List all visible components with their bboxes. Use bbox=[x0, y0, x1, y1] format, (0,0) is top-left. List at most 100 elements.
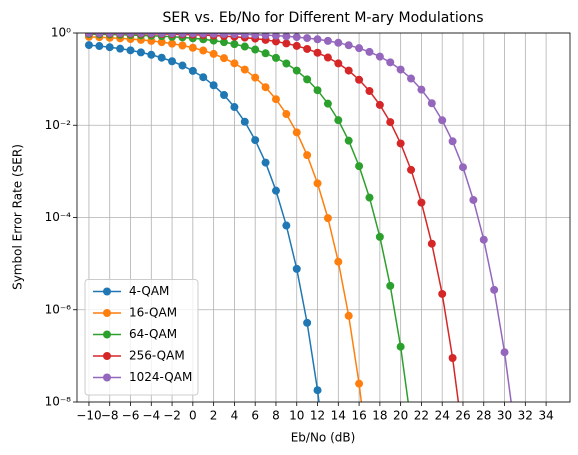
data-point bbox=[386, 118, 395, 127]
data-point bbox=[313, 48, 322, 57]
data-point bbox=[230, 103, 239, 112]
data-point bbox=[157, 33, 166, 38]
data-point bbox=[240, 33, 249, 39]
axes-frame bbox=[76, 32, 571, 403]
data-point bbox=[168, 33, 177, 38]
data-point bbox=[157, 53, 166, 62]
data-point bbox=[271, 95, 280, 104]
data-point bbox=[469, 195, 478, 204]
x-tick-label: 16 bbox=[351, 409, 366, 423]
data-point bbox=[438, 289, 447, 298]
data-point bbox=[459, 433, 467, 441]
data-point bbox=[407, 165, 416, 174]
data-point bbox=[282, 59, 291, 68]
y-tick-label: 10⁻⁶ bbox=[45, 302, 72, 316]
x-tick-label: −6 bbox=[122, 409, 140, 423]
data-point bbox=[448, 353, 457, 362]
data-point bbox=[448, 137, 457, 146]
x-tick-label: 24 bbox=[435, 409, 450, 423]
data-point bbox=[116, 33, 125, 38]
data-point bbox=[282, 39, 291, 48]
x-tick-label: −2 bbox=[163, 409, 181, 423]
data-point bbox=[147, 50, 156, 59]
x-tick-label: 28 bbox=[476, 409, 491, 423]
data-point bbox=[365, 47, 374, 56]
data-point bbox=[375, 232, 384, 241]
x-tick-label: 26 bbox=[455, 409, 470, 423]
series-line bbox=[88, 36, 363, 402]
y-tick-label: 10⁰ bbox=[51, 26, 71, 40]
data-point bbox=[396, 139, 405, 148]
x-tick-label: 0 bbox=[189, 409, 197, 423]
data-point bbox=[251, 73, 260, 82]
legend-swatch-marker bbox=[103, 287, 111, 296]
data-point bbox=[417, 85, 426, 94]
data-point bbox=[240, 117, 249, 126]
data-point bbox=[230, 40, 239, 49]
data-point bbox=[344, 136, 353, 145]
data-point bbox=[126, 33, 135, 38]
data-point bbox=[240, 42, 249, 51]
legend-label: 64-QAM bbox=[129, 327, 177, 341]
y-axis-label: Symbol Error Rate (SER) bbox=[11, 144, 25, 290]
x-axis-label: Eb/No (dB) bbox=[291, 431, 356, 445]
data-point bbox=[323, 36, 332, 45]
data-point bbox=[386, 58, 395, 67]
data-point bbox=[261, 158, 270, 167]
x-tick-label: −10 bbox=[76, 409, 101, 423]
data-point bbox=[168, 39, 177, 48]
data-point bbox=[292, 41, 301, 50]
legend-swatch-marker bbox=[103, 352, 111, 360]
legend-label: 256-QAM bbox=[129, 349, 185, 363]
data-point bbox=[344, 66, 353, 75]
data-point bbox=[355, 379, 364, 388]
y-tick-label: 10⁻⁴ bbox=[45, 210, 72, 224]
data-point bbox=[95, 33, 104, 38]
data-point bbox=[116, 44, 125, 53]
data-point bbox=[375, 100, 384, 109]
data-point bbox=[271, 37, 280, 46]
data-point bbox=[178, 33, 187, 38]
data-point bbox=[261, 83, 270, 92]
x-tick-label: 22 bbox=[414, 409, 429, 423]
data-point bbox=[396, 342, 405, 351]
data-point bbox=[199, 33, 208, 38]
legend-swatch-marker bbox=[103, 330, 111, 339]
data-point bbox=[147, 33, 156, 38]
legend-label: 4-QAM bbox=[129, 284, 169, 298]
data-point bbox=[355, 162, 364, 171]
data-point bbox=[126, 46, 135, 55]
data-point bbox=[292, 33, 301, 42]
data-point bbox=[344, 311, 353, 320]
data-point bbox=[344, 41, 353, 50]
data-point bbox=[500, 348, 509, 357]
legend-swatch-marker bbox=[103, 373, 111, 382]
data-point bbox=[240, 65, 249, 74]
data-point bbox=[355, 75, 364, 84]
data-point bbox=[220, 38, 229, 47]
legend: 4-QAM 16-QAM 64-QAM 256-QAM 1024-QAM bbox=[84, 279, 199, 396]
data-point bbox=[292, 128, 301, 137]
x-tick-label: 32 bbox=[518, 409, 533, 423]
data-point bbox=[209, 81, 218, 90]
x-tick-label: 2 bbox=[210, 409, 218, 423]
data-point bbox=[271, 186, 280, 195]
data-point bbox=[157, 38, 166, 47]
y-tick-label: 10⁻² bbox=[45, 118, 72, 132]
data-point bbox=[199, 46, 208, 55]
data-point bbox=[292, 66, 301, 75]
x-tick-label: 18 bbox=[372, 409, 387, 423]
data-point bbox=[230, 59, 239, 68]
data-point bbox=[261, 49, 270, 58]
data-point bbox=[136, 33, 145, 38]
data-point bbox=[427, 99, 436, 108]
data-point bbox=[323, 99, 332, 108]
legend-swatch-marker bbox=[103, 309, 111, 317]
data-point bbox=[251, 33, 260, 39]
data-point bbox=[168, 57, 177, 66]
data-point bbox=[375, 52, 384, 61]
data-point bbox=[313, 386, 322, 395]
data-point bbox=[303, 75, 312, 84]
data-point bbox=[105, 33, 114, 38]
data-point bbox=[199, 73, 208, 82]
